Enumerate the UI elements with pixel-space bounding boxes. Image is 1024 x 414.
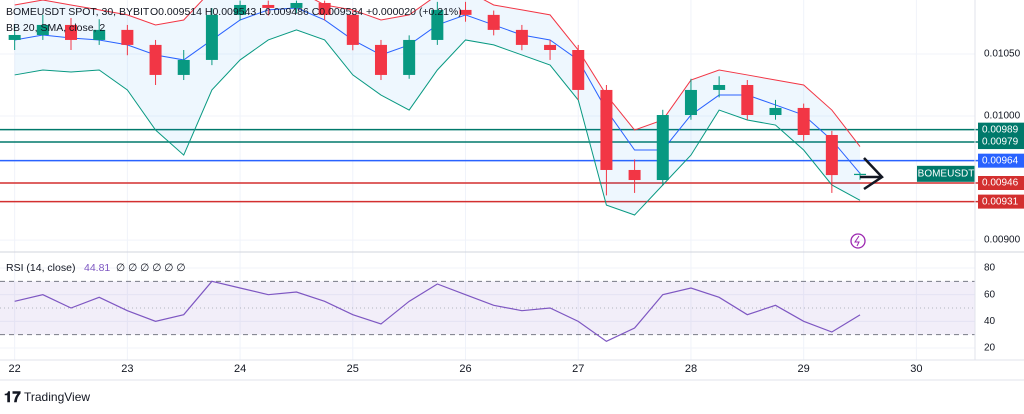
- rsi-value: 44.81: [84, 262, 110, 274]
- level-label: 0.00946: [982, 178, 1019, 189]
- level-label: 0.00964: [982, 155, 1019, 166]
- candle-body: [515, 29, 528, 45]
- candle-body: [346, 14, 359, 45]
- symbol-title: BOMEUSDT SPOT, 30, BYBIT: [6, 6, 150, 18]
- candle-body: [234, 4, 247, 15]
- x-tick-label: 22: [9, 363, 21, 375]
- x-tick-label: 30: [910, 363, 922, 375]
- candle-body: [290, 2, 303, 8]
- y-tick-label: 40: [984, 316, 996, 327]
- candle-body: [8, 34, 21, 40]
- bb-lower: [14, 29, 861, 216]
- level-label: 0.00979: [982, 137, 1019, 148]
- y-tick-label: 0.01000: [984, 111, 1021, 122]
- x-tick-label: 25: [347, 363, 359, 375]
- candle-body: [713, 84, 726, 90]
- x-tick-label: 27: [572, 363, 584, 375]
- candle-body: [600, 89, 613, 170]
- y-tick-label: 20: [984, 343, 996, 354]
- ohlc-readout: O0.009514 H0.009543 L0.009486 C0.009534 …: [150, 6, 462, 18]
- x-tick-label: 26: [459, 363, 471, 375]
- y-tick-label: 60: [984, 289, 996, 300]
- arrow-annotation: [860, 157, 884, 191]
- candle-body: [65, 24, 78, 40]
- rsi-title: RSI (14, close): [6, 262, 75, 274]
- x-tick-label: 24: [234, 363, 246, 375]
- candle-body: [93, 29, 106, 40]
- y-tick-label: 80: [984, 263, 996, 274]
- brand: TradingView: [24, 390, 90, 404]
- candle-body: [177, 59, 190, 75]
- level-tag: [978, 153, 1024, 168]
- candle-body: [854, 173, 867, 176]
- x-tick-label: 28: [685, 363, 697, 375]
- symbol-tag: BOMEUSDT: [918, 168, 975, 179]
- y-tick-label: 0.01050: [984, 49, 1021, 60]
- candle-body: [544, 44, 557, 50]
- candle-body: [36, 24, 49, 35]
- candle-body: [262, 4, 275, 8]
- candle-body: [487, 14, 500, 30]
- candle-body: [459, 9, 472, 15]
- candle-body: [403, 39, 416, 75]
- candle-body: [149, 44, 162, 75]
- level-tag: [978, 194, 1024, 209]
- x-tick-label: 23: [121, 363, 133, 375]
- candle-body: [797, 107, 810, 135]
- candle-body: [684, 89, 697, 116]
- bb-fill: [14, 0, 861, 216]
- y-tick-label: 0.00900: [984, 235, 1021, 246]
- bb-label: BB 20, SMA, close, 2: [6, 22, 105, 34]
- level-label: 0.00931: [982, 196, 1019, 207]
- level-label: 0.00989: [982, 124, 1019, 135]
- bb-upper: [14, 0, 861, 147]
- candle-body: [656, 115, 669, 181]
- candle-body: [205, 14, 218, 60]
- level-tag: [978, 135, 1024, 150]
- logo-mark: 𝟏𝟕: [4, 389, 21, 406]
- x-tick-label: 29: [798, 363, 810, 375]
- alert-bolt: [854, 235, 860, 247]
- candle-body: [318, 2, 331, 15]
- candle-body: [825, 134, 838, 176]
- candle-body: [769, 107, 782, 116]
- candle-body: [374, 44, 387, 75]
- rsi-line: [14, 280, 861, 343]
- candle-body: [628, 169, 641, 181]
- symbol-tag-box: [917, 165, 975, 182]
- alert-icon[interactable]: [850, 233, 866, 249]
- level-tag: [978, 176, 1024, 191]
- rsi-extra: ∅ ∅ ∅ ∅ ∅ ∅: [116, 262, 185, 274]
- candle-body: [431, 9, 444, 40]
- candle-body: [121, 29, 134, 45]
- candle-body: [572, 50, 585, 90]
- candle-body: [741, 84, 754, 116]
- level-tag: [978, 122, 1024, 137]
